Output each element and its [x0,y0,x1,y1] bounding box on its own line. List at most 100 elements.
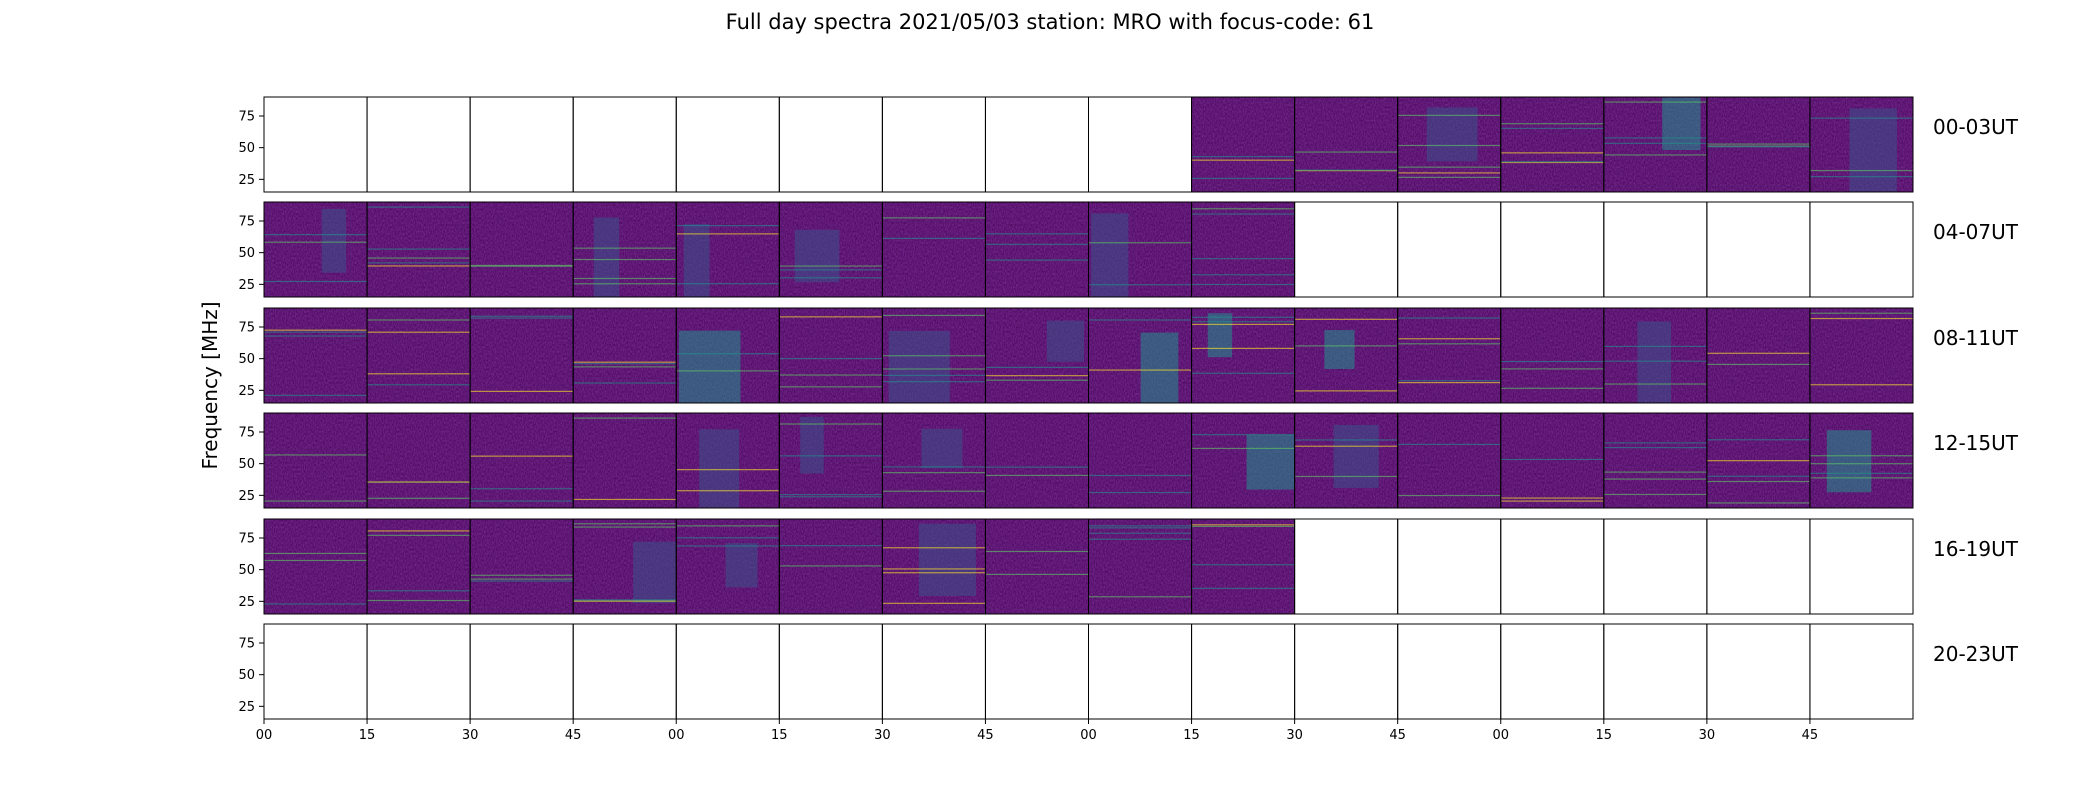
panel-frame [1809,623,1914,720]
spectrum-panel [1191,308,1295,403]
y-tick-label: 50 [238,457,255,472]
panel-frame [1809,307,1914,404]
panel-frame [1706,518,1811,615]
spectrum-panel [1191,413,1295,508]
panel-layer [264,97,1913,614]
spectrum-panel [573,202,677,297]
spectrum-panel [779,202,883,297]
panel-frame [263,96,368,193]
x-tick-label: 15 [1183,728,1200,743]
spectrum-panel [779,519,883,614]
y-tick-label: 75 [238,321,255,336]
y-tick-label: 25 [238,384,255,399]
spectrum-panel [882,519,986,614]
spectrum-panel [1706,97,1810,192]
spectrum-panel [470,202,574,297]
x-tick-label: 45 [977,728,994,743]
panel-frame [469,96,574,193]
spectrum-panel [676,413,780,508]
spectrum-panel [264,202,368,297]
panel-frame [1809,412,1914,509]
x-tick-label: 45 [1389,728,1406,743]
y-tick-label: 25 [238,173,255,188]
panel-frame [1397,518,1502,615]
spectrum-panel [573,413,677,508]
spectrum-panel [985,413,1089,508]
spectrum-panel [470,519,574,614]
spectrum-panel [985,519,1089,614]
x-tick-label: 30 [462,728,479,743]
spectrum-panel [1500,413,1604,508]
y-tick-label: 50 [238,246,255,261]
x-tick-label: 30 [874,728,891,743]
panel-frame [263,623,368,720]
spectrum-panel [1397,413,1501,508]
panel-frame [778,96,883,193]
spectrum-panel [1500,308,1604,403]
spectrum-panel [1706,413,1810,508]
spectrum-panel [882,202,986,297]
row-label: 08-11UT [1933,326,2019,350]
axes-layer: 25 50 75 00-03UT 25 50 75 04-07UT 25 50 75 08-11UT 2… [198,96,2019,743]
panel-frame [984,623,1089,720]
y-tick-label: 25 [238,700,255,715]
spectrum-panel [264,519,368,614]
x-tick-label: 30 [1286,728,1303,743]
panel-frame [1809,201,1914,298]
y-tick-label: 50 [238,141,255,156]
spectrum-panel [1088,202,1192,297]
x-tick-label: 45 [565,728,582,743]
spectrum-panel [573,308,677,403]
spectrum-panel [1088,519,1192,614]
spectrum-panel [264,413,368,508]
y-tick-label: 25 [238,489,255,504]
spectrum-panel [573,519,677,614]
spectrum-panel [1706,308,1810,403]
panel-frame [1294,518,1399,615]
panel-frame [1294,623,1399,720]
spectrum-panel [367,519,471,614]
x-tick-label: 15 [359,728,376,743]
panel-frame [778,623,883,720]
spectrum-panel [1397,308,1501,403]
panel-frame [675,96,780,193]
spectrum-panel [367,308,471,403]
row-label: 00-03UT [1933,115,2019,139]
y-tick-label: 50 [238,352,255,367]
panel-frame [469,623,574,720]
spectrum-panel [1088,413,1192,508]
spectrum-panel [1294,308,1398,403]
spectrum-panel [1294,413,1398,508]
spectrum-panel [882,413,986,508]
spectrum-panel [1191,202,1295,297]
row-label: 04-07UT [1933,220,2019,244]
y-tick-label: 50 [238,563,255,578]
x-tick-label: 15 [1596,728,1613,743]
panel-frame [1603,623,1708,720]
spectrum-panel [1397,97,1501,192]
x-tick-label: 15 [771,728,788,743]
spectrum-panel [1191,519,1295,614]
y-tick-label: 75 [238,532,255,547]
x-tick-label: 00 [668,728,685,743]
panel-frame [1500,623,1605,720]
spectrum-panel [1809,97,1913,192]
y-tick-label: 75 [238,426,255,441]
y-tick-label: 75 [238,215,255,230]
panel-frame [881,623,986,720]
spectrum-panel [470,308,574,403]
panel-frame [1500,201,1605,298]
x-tick-label: 00 [1492,728,1509,743]
panel-frame [1706,623,1811,720]
spectrum-panel [1809,308,1913,403]
y-tick-label: 25 [238,595,255,610]
x-tick-label: 00 [256,728,273,743]
y-axis-label: Frequency [MHz] [198,301,222,469]
panel-frame [1397,623,1502,720]
y-tick-label: 75 [238,637,255,652]
x-tick-label: 00 [1080,728,1097,743]
spectrum-panel [1294,97,1398,192]
spectrum-panel [1088,308,1192,403]
spectrum-panel [1809,413,1913,508]
